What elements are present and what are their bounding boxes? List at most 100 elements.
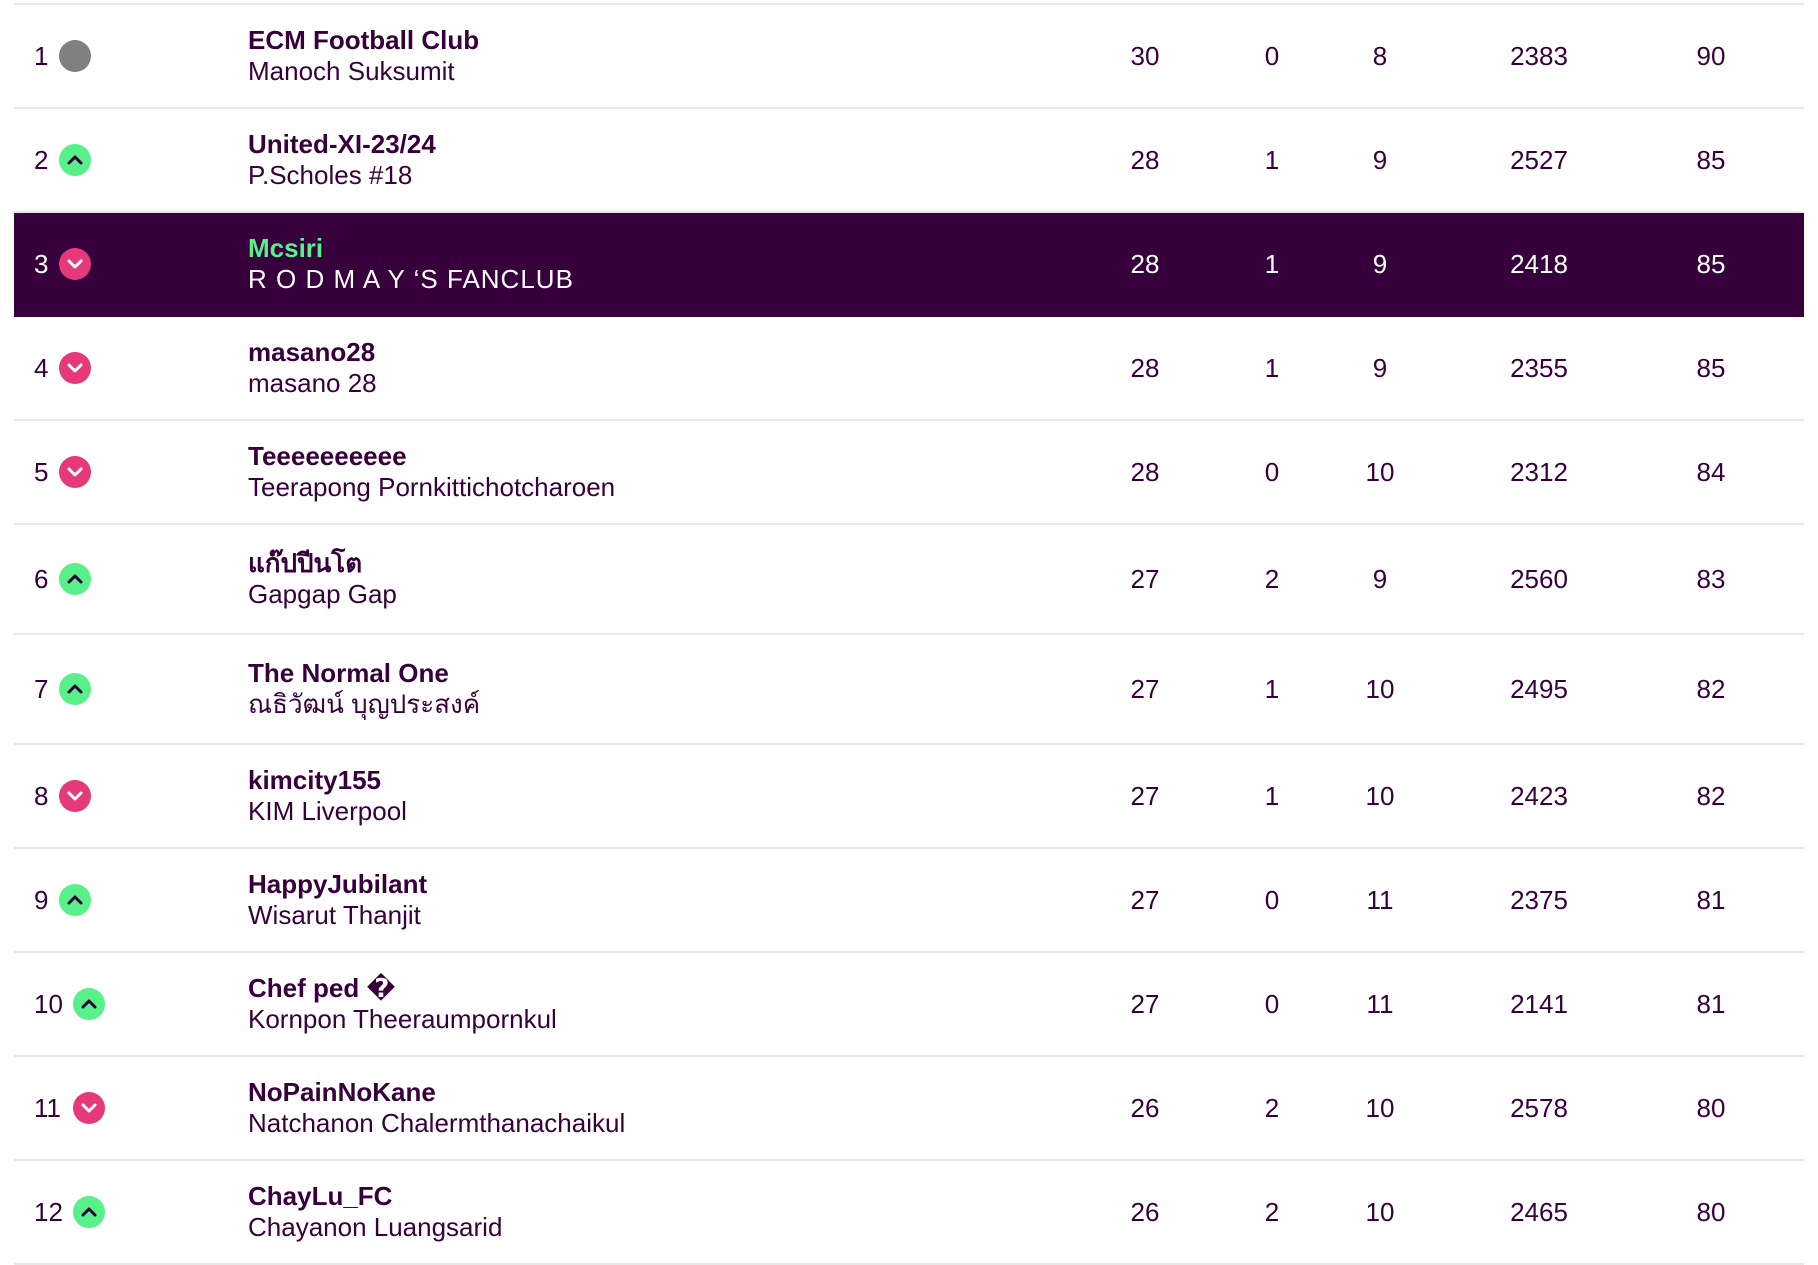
wins-value: 28 [1130,249,1160,279]
wins-value: 26 [1130,1197,1160,1227]
standings-row[interactable]: 11 NoPainNoKane Natchanon Chalermthanachai… [14,1057,1804,1161]
draws-value: 0 [1264,41,1280,71]
rank-number: 10 [34,989,63,1019]
draws-value: 1 [1264,781,1280,811]
standings-row[interactable]: 1 ECM Football Club Manoch Suksumit 30 0 8 238… [14,5,1804,109]
team-name-link[interactable]: The Normal One [248,658,449,688]
standings-row[interactable]: 12 ChayLu_FC Chayanon Luangsarid 26 2 10 2465 8… [14,1161,1804,1265]
score-for-value: 2527 [1510,145,1568,175]
rank-number: 5 [34,457,49,487]
points-value: 84 [1696,457,1726,487]
manager-name: Gapgap Gap [248,579,397,609]
wins-value: 26 [1130,1093,1160,1123]
points-value: 85 [1696,145,1726,175]
team-cell: แก๊ปปีนโต Gapgap Gap [248,548,397,610]
team-name-link[interactable]: Mcsiri [248,233,324,263]
team-cell: Mcsiri R O D M A Y ‘S FANCLUB [248,233,574,295]
draws-value: 2 [1264,1197,1280,1227]
losses-value: 10 [1365,674,1395,704]
team-cell: kimcity155 KIM Liverpool [248,765,407,827]
score-for-value: 2375 [1510,885,1568,915]
score-for-value: 2141 [1510,989,1568,1019]
wins-value: 27 [1130,564,1160,594]
chevron-up-icon [59,884,91,916]
manager-name: Teerapong Pornkittichotcharoen [248,472,616,502]
team-name-link[interactable]: แก๊ปปีนโต [248,548,363,578]
points-value: 90 [1696,41,1726,71]
chevron-up-icon [59,563,91,595]
manager-name: masano 28 [248,368,377,398]
points-value: 83 [1696,564,1726,594]
manager-name: Kornpon Theeraumpornkul [248,1004,557,1034]
team-cell: ChayLu_FC Chayanon Luangsarid [248,1181,502,1243]
league-standings-table: 1 ECM Football Club Manoch Suksumit 30 0 8 238… [14,0,1804,1265]
team-cell: ECM Football Club Manoch Suksumit [248,25,479,87]
team-cell: Chef ped � Kornpon Theeraumpornkul [248,973,557,1035]
score-for-value: 2355 [1510,353,1568,383]
points-value: 81 [1696,989,1726,1019]
standings-row[interactable]: 5 Teeeeeeeeee Teerapong Pornkittichotcharo… [14,421,1804,525]
team-name-link[interactable]: masano28 [248,337,376,367]
team-name-link[interactable]: HappyJubilant [248,869,428,899]
rank-number: 3 [34,249,49,279]
chevron-up-icon [59,673,91,705]
manager-name: R O D M A Y ‘S FANCLUB [248,264,574,294]
rank-number: 11 [34,1093,61,1123]
points-value: 85 [1696,353,1726,383]
wins-value: 30 [1130,41,1160,71]
losses-value: 11 [1366,989,1394,1019]
losses-value: 9 [1372,249,1388,279]
rank-number: 9 [34,885,49,915]
rank-number: 6 [34,564,49,594]
rank-number: 8 [34,781,49,811]
rank-number: 4 [34,353,49,383]
rank-number: 2 [34,145,49,175]
score-for-value: 2383 [1510,41,1568,71]
chevron-up-icon [73,988,105,1020]
score-for-value: 2495 [1510,674,1568,704]
team-name-link[interactable]: United-XI-23/24 [248,129,436,159]
score-for-value: 2578 [1510,1093,1568,1123]
team-name-link[interactable]: ChayLu_FC [248,1181,393,1211]
manager-name: Wisarut Thanjit [248,900,421,930]
team-name-link[interactable]: Teeeeeeeeee [248,441,407,471]
no-change-icon [59,40,91,72]
wins-value: 28 [1130,457,1160,487]
standings-row[interactable]: 9 HappyJubilant Wisarut Thanjit 27 0 11 2375 81 [14,849,1804,953]
standings-row[interactable]: 6 แก๊ปปีนโต Gapgap Gap 27 2 9 2560 83 [14,525,1804,635]
losses-value: 9 [1372,353,1388,383]
standings-row[interactable]: 2 United-XI-23/24 P.Scholes #18 28 1 9 2527 85 [14,109,1804,213]
standings-row[interactable]: 3 Mcsiri R O D M A Y ‘S FANCLUB 28 1 9 2418 85 [14,213,1804,317]
table-top-divider [14,3,1804,5]
manager-name: Natchanon Chalermthanachaikul [248,1108,626,1138]
chevron-down-icon [59,456,91,488]
team-cell: United-XI-23/24 P.Scholes #18 [248,129,436,191]
draws-value: 0 [1264,885,1280,915]
chevron-down-icon [59,352,91,384]
team-name-link[interactable]: ECM Football Club [248,25,480,55]
manager-name: P.Scholes #18 [248,160,413,190]
chevron-down-icon [73,1092,105,1124]
losses-value: 10 [1365,1093,1395,1123]
draws-value: 2 [1264,564,1280,594]
draws-value: 1 [1264,674,1280,704]
score-for-value: 2560 [1510,564,1568,594]
losses-value: 8 [1372,41,1388,71]
standings-row[interactable]: 10 Chef ped � Kornpon Theeraumpornkul 27 0 11… [14,953,1804,1057]
wins-value: 28 [1130,353,1160,383]
standings-row[interactable]: 4 masano28 masano 28 28 1 9 2355 85 [14,317,1804,421]
chevron-down-icon [59,248,91,280]
wins-value: 27 [1130,781,1160,811]
draws-value: 2 [1264,1093,1280,1123]
team-name-link[interactable]: kimcity155 [248,765,381,795]
wins-value: 27 [1130,885,1160,915]
standings-row[interactable]: 8 kimcity155 KIM Liverpool 27 1 10 2423 82 [14,745,1804,849]
losses-value: 9 [1372,145,1388,175]
draws-value: 1 [1264,353,1280,383]
rank-number: 12 [34,1197,63,1227]
losses-value: 10 [1365,457,1395,487]
team-name-link[interactable]: NoPainNoKane [248,1077,436,1107]
team-name-link[interactable]: Chef ped � [248,973,396,1003]
draws-value: 1 [1264,249,1280,279]
standings-row[interactable]: 7 The Normal One ณธิวัฒน์ บุญประสงค์ 27 1 10 2… [14,635,1804,745]
